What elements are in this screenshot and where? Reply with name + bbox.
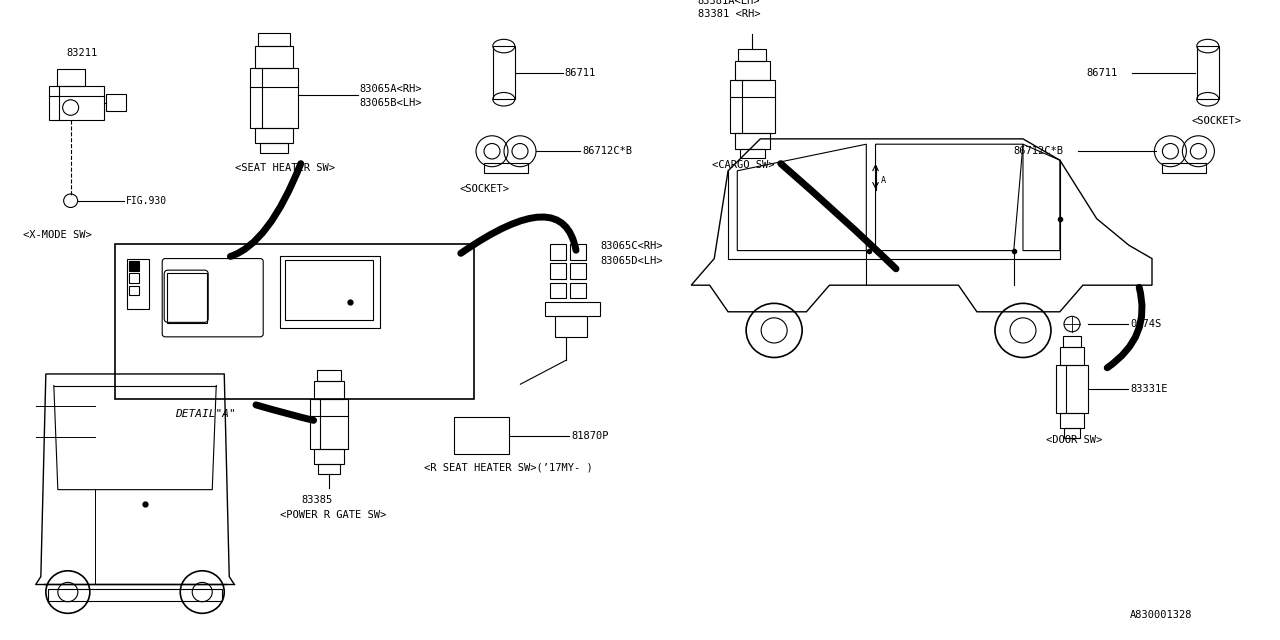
Bar <box>1062 336 1082 348</box>
Text: 83381 <RH>: 83381 <RH> <box>698 10 760 19</box>
Bar <box>735 61 769 80</box>
Text: 83385: 83385 <box>302 495 333 505</box>
Text: 83065A<RH>: 83065A<RH> <box>360 84 422 94</box>
Bar <box>260 143 288 153</box>
Bar <box>571 283 586 298</box>
Bar <box>730 80 774 133</box>
Text: <R SEAT HEATER SW>(’17MY- ): <R SEAT HEATER SW>(’17MY- ) <box>425 463 593 472</box>
Text: 83065C<RH>: 83065C<RH> <box>600 241 663 251</box>
Bar <box>255 127 293 143</box>
Bar <box>1060 348 1084 365</box>
Bar <box>255 47 293 68</box>
Bar <box>550 244 566 259</box>
Text: <POWER R GATE SW>: <POWER R GATE SW> <box>280 509 387 520</box>
Bar <box>129 262 140 271</box>
Bar <box>556 316 588 337</box>
Bar <box>56 69 84 86</box>
Bar <box>484 163 529 173</box>
Text: 86711: 86711 <box>564 68 596 78</box>
Bar <box>1064 429 1080 438</box>
Bar <box>316 370 340 381</box>
Bar <box>49 86 104 120</box>
Bar <box>127 259 150 309</box>
Text: 83065B<LH>: 83065B<LH> <box>360 97 422 108</box>
Text: 81870P: 81870P <box>571 431 609 441</box>
Bar <box>545 302 600 316</box>
Text: <CARGO SW>: <CARGO SW> <box>712 160 774 170</box>
Bar <box>129 273 140 283</box>
Bar <box>493 46 515 99</box>
Bar <box>1056 365 1088 413</box>
Bar <box>257 33 289 47</box>
Bar <box>285 260 374 321</box>
Bar <box>168 273 207 323</box>
Text: <SOCKET>: <SOCKET> <box>1192 116 1242 127</box>
Text: DETAIL"A": DETAIL"A" <box>175 409 236 419</box>
Bar <box>740 148 764 158</box>
Text: FIG.930: FIG.930 <box>125 196 166 205</box>
Text: A: A <box>881 176 886 185</box>
Text: <DOOR SW>: <DOOR SW> <box>1046 435 1102 445</box>
Bar <box>314 449 344 465</box>
Text: <SOCKET>: <SOCKET> <box>460 184 509 194</box>
Bar <box>737 49 765 61</box>
Bar <box>47 589 223 601</box>
Text: <SEAT HEATER SW>: <SEAT HEATER SW> <box>234 163 334 173</box>
Bar <box>129 285 140 295</box>
Bar <box>571 264 586 279</box>
Bar <box>571 244 586 259</box>
Bar <box>317 465 339 474</box>
Text: 83211: 83211 <box>67 49 97 58</box>
Bar <box>115 244 474 399</box>
Bar <box>280 255 380 328</box>
Text: 0474S: 0474S <box>1130 319 1161 329</box>
Bar <box>310 399 348 449</box>
Text: A830001328: A830001328 <box>1130 611 1193 620</box>
Bar <box>454 417 509 454</box>
Text: 86711: 86711 <box>1087 68 1117 78</box>
Bar <box>550 264 566 279</box>
Bar <box>1162 163 1207 173</box>
Text: 86712C*B: 86712C*B <box>1014 147 1064 156</box>
Bar <box>550 283 566 298</box>
Bar <box>735 133 769 148</box>
Text: 83331E: 83331E <box>1130 384 1167 394</box>
Bar <box>250 68 298 127</box>
Bar <box>1197 46 1219 99</box>
Bar <box>1060 413 1084 429</box>
Text: 86712C*B: 86712C*B <box>582 147 632 156</box>
Text: 83065D<LH>: 83065D<LH> <box>600 257 663 266</box>
Text: 83381A<LH>: 83381A<LH> <box>698 0 760 6</box>
Bar <box>314 381 344 399</box>
Bar <box>106 94 125 111</box>
Text: <X-MODE SW>: <X-MODE SW> <box>23 230 92 240</box>
